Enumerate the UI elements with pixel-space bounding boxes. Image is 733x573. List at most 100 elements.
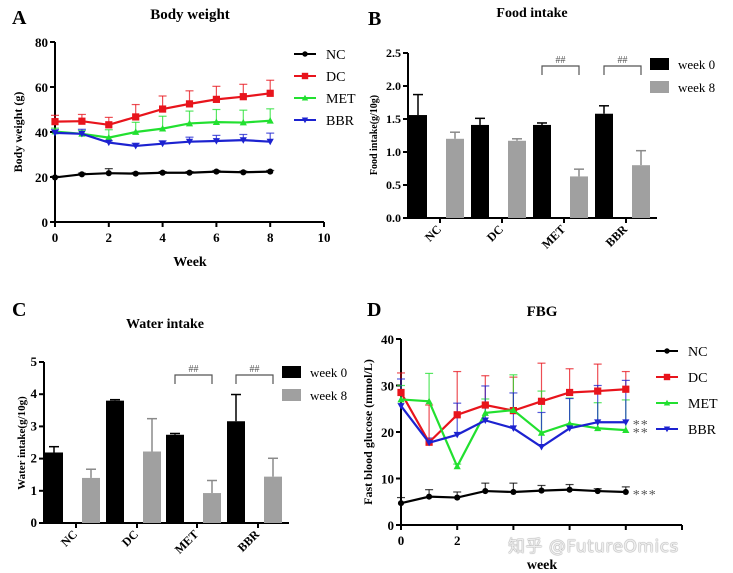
data-point-bbr: [266, 138, 274, 146]
y-tick-label: 20: [381, 425, 394, 440]
data-point-nc: [240, 169, 247, 176]
legend-marker-met: [301, 94, 309, 101]
legend-label: DC: [688, 371, 707, 386]
data-point-bbr: [132, 143, 140, 150]
legend-swatch-week-8: [282, 389, 301, 401]
y-tick-label: 30: [381, 379, 394, 394]
legend-label: NC: [326, 48, 345, 63]
data-point-dc: [159, 105, 167, 113]
significance-bracket: [235, 374, 274, 384]
bar-week-0-met: [533, 124, 551, 218]
data-point-dc: [266, 89, 274, 97]
y-axis-label: Food intake(g/10g): [369, 95, 380, 175]
y-tick-label: 2.5: [386, 46, 401, 60]
chart-title: Body weight: [150, 7, 230, 23]
y-tick-label: 3: [31, 418, 38, 433]
bar-week-8-met: [570, 176, 588, 218]
legend-marker-bbr: [663, 426, 671, 433]
significance-bracket: [603, 65, 642, 75]
data-point-met: [105, 134, 113, 141]
data-point-bbr: [509, 425, 517, 432]
y-tick-label: 5: [31, 354, 38, 369]
significance-label: **: [633, 426, 649, 441]
legend-swatch-week-0: [282, 366, 301, 378]
data-point-met: [566, 420, 574, 427]
y-tick-label: 2.0: [386, 79, 401, 93]
legend-marker-met: [663, 399, 671, 406]
y-tick-label: 2: [31, 451, 38, 466]
data-point-nc: [186, 169, 193, 176]
data-point-bbr: [622, 419, 630, 426]
y-tick-label: 0: [388, 518, 395, 533]
bar-week-8-dc: [508, 140, 526, 218]
data-point-met: [159, 125, 167, 132]
y-axis-label: Body weight (g): [11, 92, 25, 173]
panel-label-a: A: [12, 7, 27, 29]
data-point-nc: [594, 487, 601, 495]
data-point-nc: [213, 168, 220, 175]
y-tick-label: 0.5: [386, 178, 401, 192]
data-point-dc: [622, 385, 630, 393]
data-point-nc: [78, 171, 85, 178]
data-point-met: [132, 128, 140, 135]
data-point-bbr: [537, 444, 546, 451]
data-point-bbr: [594, 419, 602, 426]
watermark: 知乎 @FutureOmics: [508, 537, 679, 557]
significance-bracket: [174, 374, 213, 384]
data-point-bbr: [185, 138, 194, 146]
significance-label: ***: [633, 488, 657, 503]
y-tick-label: 80: [35, 35, 48, 50]
bar-week-8-bbr: [632, 165, 650, 218]
bar-week-8-nc: [82, 477, 100, 523]
data-point-bbr: [78, 130, 86, 138]
legend-marker-dc: [301, 72, 309, 80]
legend-label: week 0: [310, 365, 347, 380]
x-tick-label: 0: [52, 230, 59, 245]
y-tick-label: 20: [35, 170, 48, 185]
data-point-bbr: [453, 431, 461, 439]
data-point-nc: [510, 488, 517, 496]
x-tick-label: 4: [159, 230, 166, 245]
data-point-dc: [481, 401, 489, 409]
panel-d-fbg: D FBG Fast blood glucose (mmol/L) week 0…: [361, 299, 718, 573]
y-tick-label: 1.5: [386, 112, 401, 126]
y-tick-label: 1: [31, 483, 38, 498]
data-point-dc: [105, 121, 113, 129]
data-point-nc: [132, 170, 139, 177]
bar-week-0-dc: [106, 400, 124, 523]
bar-week-0-bbr: [595, 113, 613, 218]
bar-week-8-bbr: [264, 476, 282, 523]
data-point-dc: [185, 100, 194, 108]
chart-title: FBG: [527, 304, 558, 320]
chart-title: Water intake: [126, 317, 204, 332]
data-point-nc: [538, 487, 545, 494]
bar-week-0-dc: [471, 124, 489, 218]
x-tick-label: MET: [539, 222, 568, 251]
data-point-met: [537, 429, 546, 436]
data-point-dc: [453, 411, 461, 419]
data-point-met: [594, 424, 602, 432]
x-axis-label: Week: [173, 255, 207, 270]
data-point-bbr: [105, 139, 113, 147]
data-point-dc: [132, 113, 140, 121]
data-point-met: [425, 397, 433, 405]
significance-label: ##: [189, 364, 199, 375]
y-tick-label: 60: [35, 80, 48, 95]
y-axis-label: Fast blood glucose (mmol/L): [361, 359, 375, 505]
data-point-met: [185, 119, 194, 127]
y-tick-label: 40: [381, 332, 394, 347]
data-point-dc: [594, 387, 602, 395]
legend-label: week 0: [678, 57, 715, 72]
data-point-bbr: [397, 403, 405, 410]
data-point-bbr: [239, 137, 247, 144]
data-point-met: [266, 117, 274, 124]
data-point-dc: [566, 388, 574, 397]
significance-label: ##: [250, 364, 260, 375]
panel-a-body-weight: A Body weight Body weight (g) Week 02040…: [11, 7, 356, 270]
y-tick-label: 4: [31, 386, 38, 401]
x-tick-label: MET: [172, 527, 201, 556]
bar-week-0-nc: [45, 452, 63, 523]
panel-label-d: D: [367, 299, 381, 321]
data-point-met: [481, 409, 489, 416]
